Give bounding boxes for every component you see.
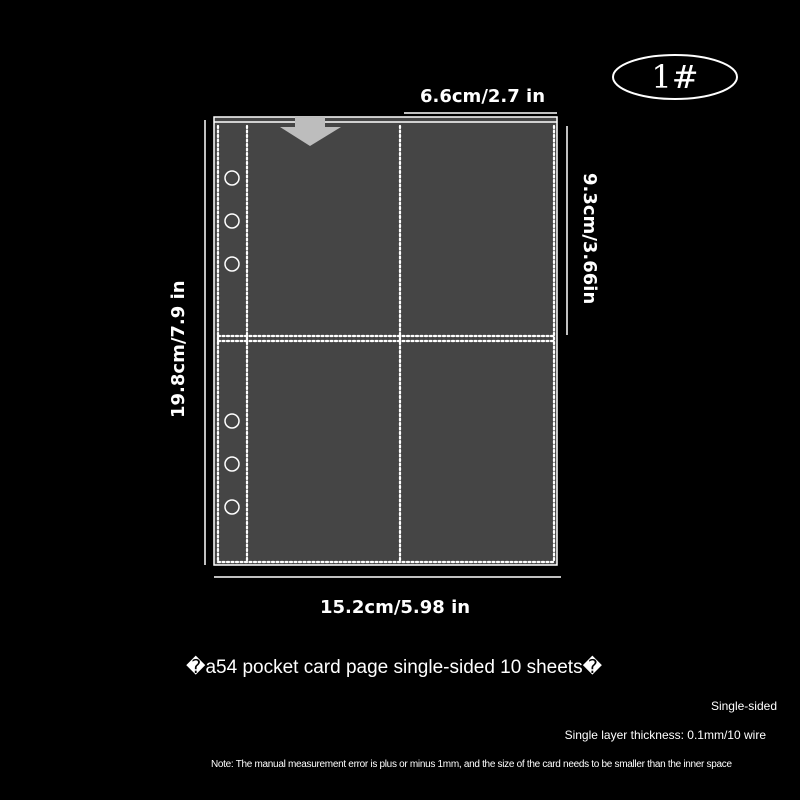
insert-arrow-icon (280, 117, 341, 146)
stitch-lines (216, 124, 556, 564)
binder-holes (224, 170, 240, 515)
measurement-note: Note: The manual measurement error is pl… (211, 759, 732, 770)
spec-sides: Single-sided (710, 699, 777, 713)
sheet-width-label: 15.2cm/5.98 in (320, 597, 471, 618)
product-title: �a54 pocket card page single-sided 10 sh… (186, 657, 603, 678)
pocket-height-label: 9.3cm/3.66in (579, 173, 600, 305)
badge-ellipse (612, 54, 738, 100)
pocket-width-label: 6.6cm/2.7 in (420, 86, 546, 107)
dimension-lines (204, 112, 568, 578)
spec-thickness: Single layer thickness: 0.1mm/10 wire (564, 728, 766, 742)
sheet-height-label: 19.8cm/7.9 in (168, 280, 189, 418)
badge-label: 1# (651, 58, 699, 96)
